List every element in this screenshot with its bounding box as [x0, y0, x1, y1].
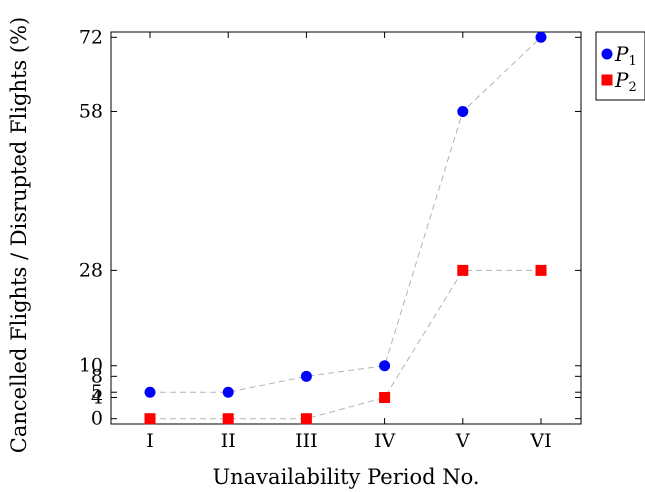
legend-marker-P2: [601, 74, 613, 86]
plot-frame: [110, 31, 582, 425]
data-point-P2: [144, 413, 156, 425]
series-line-P2: [150, 269, 541, 420]
x-tick-label: IV: [374, 430, 396, 452]
x-tick-label: I: [146, 430, 154, 452]
series-lines: [150, 36, 542, 420]
x-tick-label: III: [295, 430, 318, 452]
legend-label-letter: P: [614, 68, 629, 92]
x-tick-label: V: [455, 430, 470, 452]
series-markers: [144, 31, 547, 425]
data-point-P2: [535, 264, 547, 276]
y-tick-label: 58: [79, 100, 103, 122]
data-point-P2: [379, 392, 391, 404]
legend-marker-P1: [601, 48, 613, 60]
legend-label-subscript: 2: [628, 80, 636, 95]
data-point-P2: [222, 413, 234, 425]
legend-box: [595, 31, 645, 101]
x-axis-title: Unavailability Period No.: [212, 465, 479, 489]
data-point-P1: [300, 370, 312, 382]
y-tick-label: 4: [91, 387, 103, 409]
y-tick-label: 10: [79, 355, 103, 377]
y-axis-title: Cancelled Flights / Disrupted Flights (%…: [7, 17, 31, 453]
y-tick-label: 72: [79, 26, 103, 48]
legend-label-letter: P: [614, 42, 629, 66]
y-tick-label: 28: [79, 259, 103, 281]
data-point-P1: [379, 360, 391, 372]
y-tick-label: 5: [91, 381, 103, 403]
legend-label-P2: P2: [614, 68, 637, 95]
data-point-P1: [457, 105, 469, 117]
legend-label-subscript: 1: [628, 54, 636, 69]
x-tick-label: II: [221, 430, 236, 452]
data-point-P1: [144, 386, 156, 398]
series-line-P1: [150, 36, 542, 393]
data-point-P1: [535, 31, 547, 43]
legend-label-P1: P1: [614, 42, 637, 69]
x-tick-label: VI: [529, 430, 551, 452]
y-tick-label: 8: [91, 365, 103, 387]
data-point-P2: [300, 413, 312, 425]
data-point-P1: [222, 386, 234, 398]
y-tick-label: 0: [91, 408, 103, 430]
data-point-P2: [457, 264, 469, 276]
